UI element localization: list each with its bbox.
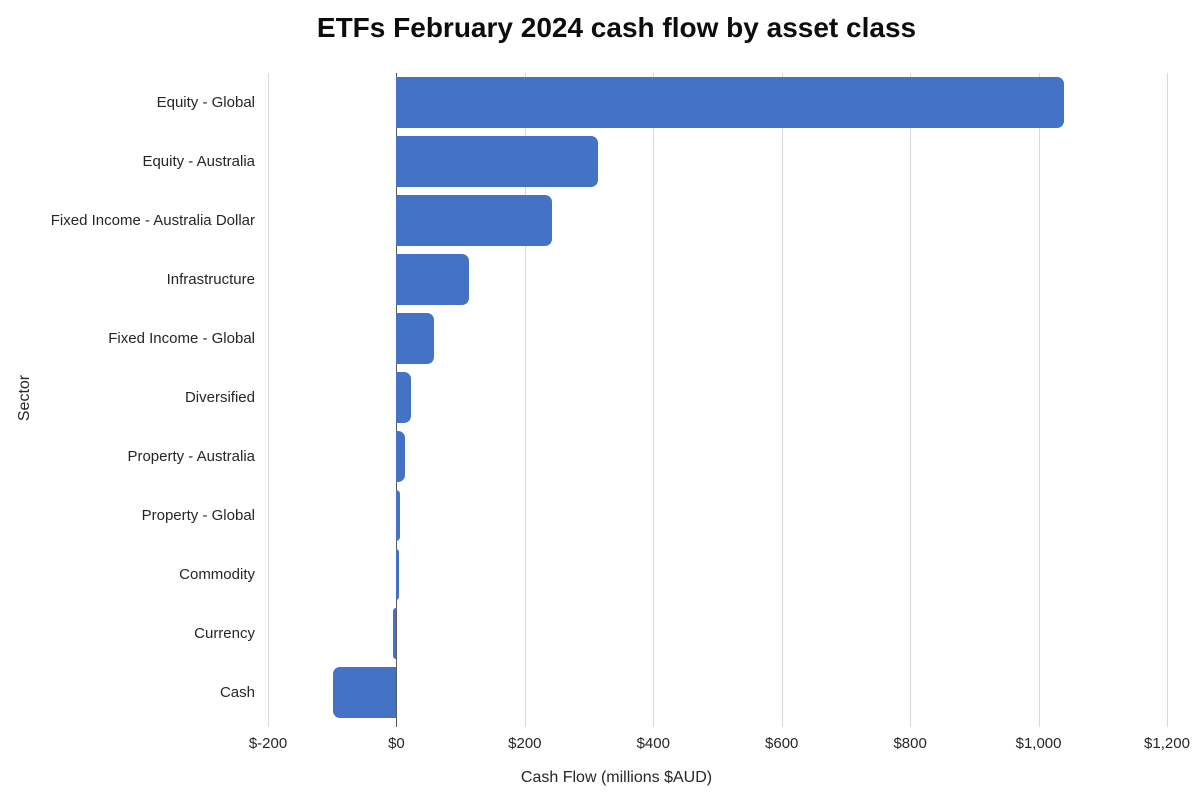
bar xyxy=(396,313,434,364)
bar xyxy=(396,254,469,305)
x-tick-label: $600 xyxy=(765,735,799,752)
gridline xyxy=(1038,73,1040,727)
gridline xyxy=(781,73,783,727)
bar xyxy=(396,77,1065,128)
bar xyxy=(396,195,553,246)
bar xyxy=(393,608,397,659)
category-label: Infrastructure xyxy=(166,271,255,288)
category-label: Equity - Global xyxy=(156,94,255,111)
x-tick-label: $-200 xyxy=(248,735,288,752)
x-axis-title: Cash Flow (millions $AUD) xyxy=(520,769,713,786)
gridline xyxy=(524,73,526,727)
category-label: Currency xyxy=(194,625,255,642)
x-tick-label: $200 xyxy=(508,735,542,752)
x-tick-label: $0 xyxy=(388,735,405,752)
category-label: Property - Australia xyxy=(127,448,255,465)
y-axis-category-labels: Equity - Global Equity - Australia Fixed I… xyxy=(0,73,255,722)
gridline xyxy=(1167,73,1168,727)
chart-title: ETFs February 2024 cash flow by asset cl… xyxy=(316,12,917,43)
category-label: Cash xyxy=(219,684,255,701)
bar xyxy=(332,667,397,718)
category-label: Diversified xyxy=(184,389,255,406)
gridline xyxy=(268,73,269,727)
x-tick-label: $800 xyxy=(893,735,927,752)
bar xyxy=(396,490,401,541)
bar xyxy=(396,549,399,600)
bar xyxy=(396,372,412,423)
category-label: Equity - Australia xyxy=(142,153,255,170)
x-tick-label: $1,200 xyxy=(1144,735,1190,752)
x-axis-tick-labels: $-200 $0 $200 $400 $600 $800 $1,000 $1,200 xyxy=(249,735,1190,755)
category-label: Fixed Income - Global xyxy=(108,330,255,347)
bar xyxy=(396,136,599,187)
gridline xyxy=(910,73,912,727)
category-label: Commodity xyxy=(179,566,255,583)
x-tick-label: $400 xyxy=(636,735,670,752)
plot-area xyxy=(268,73,1168,727)
x-tick-label: $1,000 xyxy=(1015,735,1062,752)
gridline xyxy=(653,73,655,727)
category-label: Property - Global xyxy=(141,507,255,524)
bar xyxy=(396,431,405,482)
category-label: Fixed Income - Australia Dollar xyxy=(50,212,255,229)
